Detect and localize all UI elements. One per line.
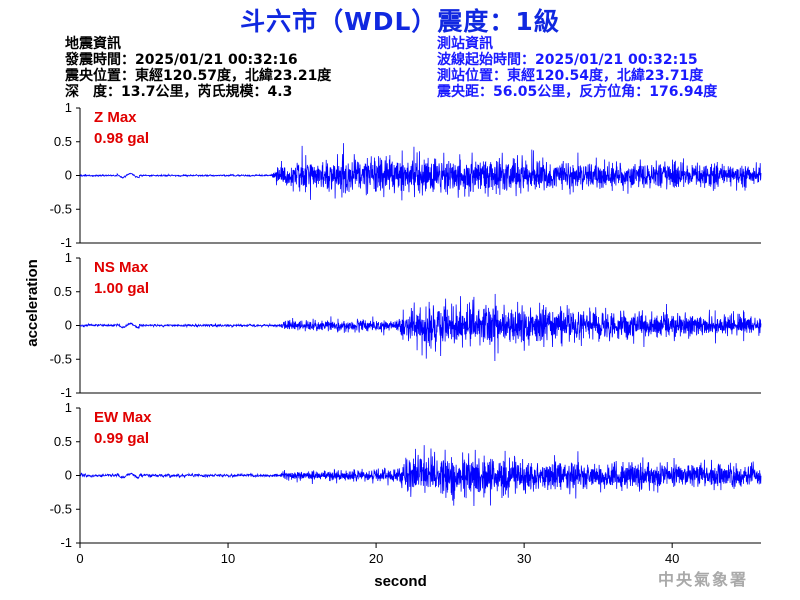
x-axis-title: second: [374, 573, 427, 590]
y-tick-label: 0: [65, 318, 72, 333]
max-value-z: 0.98 gal: [94, 130, 149, 147]
y-tick-label: 1: [65, 100, 72, 115]
y-tick-label: 0.5: [54, 434, 72, 449]
station-info-heading: 測站資訊: [437, 36, 493, 52]
y-tick-label: -0.5: [50, 201, 72, 216]
x-tick-label: 20: [369, 551, 383, 566]
quake-depth-magnitude: 深 度：13.7公里，芮氏規模：4.3: [65, 84, 293, 100]
y-tick-label: 1: [65, 400, 72, 415]
y-tick-label: 1: [65, 250, 72, 265]
y-tick-label: 0.5: [54, 284, 72, 299]
station-wave-start: 波線起始時間：2025/01/21 00:32:15: [437, 52, 698, 68]
waveform-trace-ns: [79, 293, 762, 362]
station-distance-azimuth: 震央距：56.05公里，反方位角：176.94度: [437, 84, 718, 100]
x-tick-label: 30: [517, 551, 531, 566]
x-tick-label: 40: [665, 551, 679, 566]
y-tick-label: -0.5: [50, 501, 72, 516]
y-axis-title: acceleration: [24, 259, 41, 347]
quake-info-heading: 地震資訊: [65, 36, 121, 52]
page-title: 斗六市（WDL）震度：1級: [240, 7, 560, 36]
max-label-z: Z Max: [94, 109, 137, 126]
max-value-ns: 1.00 gal: [94, 280, 149, 297]
max-label-ew: EW Max: [94, 409, 152, 426]
y-tick-label: -1: [60, 535, 72, 550]
waveform-trace-ew: [79, 445, 762, 507]
x-tick-label: 0: [76, 551, 83, 566]
y-tick-label: 0: [65, 168, 72, 183]
y-tick-label: 0.5: [54, 134, 72, 149]
waveform-trace-z: [79, 143, 762, 201]
credit-text: 中央氣象署: [657, 570, 748, 589]
quake-time: 發震時間：2025/01/21 00:32:16: [65, 52, 298, 68]
station-location: 測站位置：東經120.54度，北緯23.71度: [437, 68, 704, 84]
y-tick-label: -1: [60, 235, 72, 250]
y-tick-label: 0: [65, 468, 72, 483]
quake-info-block: 地震資訊 發震時間：2025/01/21 00:32:16 震央位置：東經120…: [65, 36, 331, 100]
max-label-ns: NS Max: [94, 259, 149, 276]
quake-location: 震央位置：東經120.57度，北緯23.21度: [65, 68, 332, 84]
y-tick-label: -0.5: [50, 351, 72, 366]
y-tick-label: -1: [60, 385, 72, 400]
max-value-ew: 0.99 gal: [94, 430, 149, 447]
x-tick-label: 10: [221, 551, 235, 566]
station-info-block: 測站資訊 波線起始時間：2025/01/21 00:32:15 測站位置：東經1…: [437, 36, 717, 100]
